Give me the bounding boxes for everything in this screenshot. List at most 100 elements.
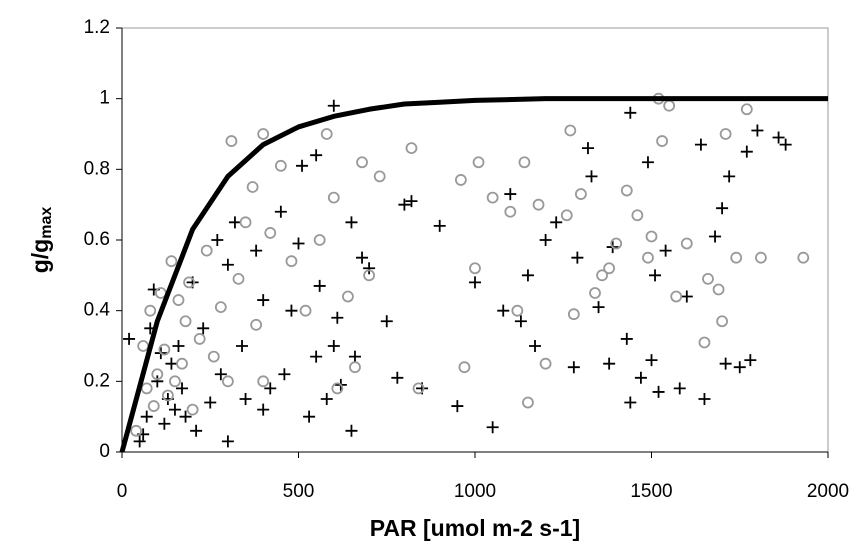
- circle-point: [342, 290, 354, 303]
- cross-point: [168, 403, 181, 416]
- circle-point: [469, 262, 481, 275]
- cross-point: [634, 371, 647, 384]
- cross-point: [257, 403, 270, 416]
- circle-point: [797, 251, 810, 264]
- cross-point: [581, 142, 594, 155]
- circle-point: [719, 128, 732, 140]
- circle-point: [539, 357, 552, 370]
- circle-point: [716, 315, 728, 328]
- cross-point: [673, 382, 686, 395]
- circle-point: [631, 209, 644, 222]
- cross-point: [405, 195, 418, 208]
- y-axis-label: g/gmax: [27, 207, 55, 274]
- circle-point: [151, 368, 164, 381]
- cross-point: [274, 205, 287, 218]
- cross-point: [345, 424, 358, 437]
- circle-point: [620, 184, 633, 197]
- cross-point: [190, 424, 203, 437]
- circle-point: [186, 403, 199, 416]
- circle-point: [755, 251, 767, 264]
- cross-point: [433, 219, 446, 232]
- y-tick-label: 1.2: [84, 17, 110, 38]
- cross-point: [363, 262, 376, 275]
- cross-point: [733, 361, 746, 374]
- cross-point: [278, 368, 291, 381]
- cross-point: [698, 393, 711, 405]
- cross-point: [211, 234, 224, 246]
- circle-point: [320, 128, 333, 140]
- circle-point: [522, 396, 534, 409]
- cross-point: [348, 350, 361, 363]
- cross-point: [158, 417, 171, 430]
- circle-point: [274, 159, 287, 172]
- cross-point: [740, 145, 753, 158]
- cross-point: [716, 202, 729, 215]
- cross-point: [624, 396, 637, 409]
- cross-point: [172, 340, 185, 352]
- circle-point: [663, 99, 676, 112]
- y-tick-label: 1: [99, 88, 110, 109]
- cross-point: [331, 311, 344, 324]
- cross-point: [649, 269, 662, 282]
- circle-point: [225, 135, 238, 147]
- x-tick-label: 0: [117, 481, 128, 502]
- circle-point: [285, 255, 298, 268]
- cross-point: [592, 301, 605, 314]
- circle-point: [698, 336, 711, 349]
- cross-point: [320, 393, 333, 405]
- circle-point: [299, 304, 312, 317]
- circle-point: [504, 205, 517, 218]
- x-tick-label: 500: [283, 481, 315, 502]
- circle-point: [250, 318, 263, 331]
- cross-point: [239, 393, 252, 405]
- cross-point: [250, 244, 263, 257]
- cross-point: [391, 371, 404, 384]
- cross-point: [313, 279, 326, 292]
- circle-point: [511, 304, 524, 317]
- circle-point: [670, 290, 683, 303]
- cross-point: [310, 350, 323, 363]
- circle-point: [257, 128, 270, 140]
- circle-point: [349, 361, 361, 374]
- circle-point: [680, 237, 693, 250]
- cross-point: [529, 340, 542, 352]
- cross-point: [521, 269, 534, 282]
- cross-point: [236, 340, 249, 352]
- cross-point: [779, 138, 792, 151]
- cross-point: [264, 382, 277, 395]
- circle-point: [356, 156, 368, 169]
- circle-point: [373, 170, 386, 183]
- cross-point: [176, 382, 189, 395]
- cross-point: [327, 99, 340, 112]
- x-tick-label: 1500: [630, 481, 672, 502]
- cross-point: [694, 138, 707, 151]
- cross-point: [571, 251, 584, 264]
- plot-frame: [121, 27, 829, 453]
- y-tick-label: 0: [99, 441, 110, 462]
- circle-point: [712, 283, 725, 296]
- circle-point: [740, 103, 753, 116]
- circle-point: [257, 375, 270, 388]
- circle-point: [140, 382, 153, 395]
- circle-point: [313, 234, 326, 246]
- circle-point: [169, 375, 181, 388]
- circle-point: [176, 357, 188, 370]
- circle-point: [589, 287, 601, 299]
- cross-point: [179, 410, 192, 423]
- circle-point: [458, 361, 471, 374]
- circle-point: [656, 135, 668, 147]
- cross-point: [292, 237, 305, 250]
- cross-point: [504, 188, 517, 201]
- circle-point: [239, 216, 252, 229]
- circle-point: [207, 350, 220, 363]
- circle-point: [193, 333, 206, 345]
- circle-point: [702, 272, 714, 285]
- circle-point: [264, 227, 277, 239]
- cross-point: [620, 332, 633, 345]
- circle-point: [564, 124, 577, 137]
- circle-point: [454, 174, 467, 186]
- circle-point: [137, 340, 150, 352]
- cross-point: [214, 368, 227, 381]
- cross-point: [356, 251, 369, 264]
